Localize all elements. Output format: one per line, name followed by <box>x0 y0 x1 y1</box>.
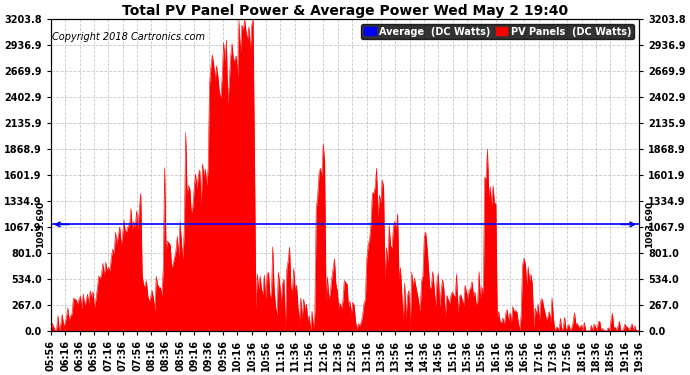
Text: 1093.690: 1093.690 <box>36 201 45 248</box>
Text: 1093.690: 1093.690 <box>645 201 654 248</box>
Text: Copyright 2018 Cartronics.com: Copyright 2018 Cartronics.com <box>52 32 204 42</box>
Legend: Average  (DC Watts), PV Panels  (DC Watts): Average (DC Watts), PV Panels (DC Watts) <box>362 24 634 39</box>
Title: Total PV Panel Power & Average Power Wed May 2 19:40: Total PV Panel Power & Average Power Wed… <box>122 4 568 18</box>
